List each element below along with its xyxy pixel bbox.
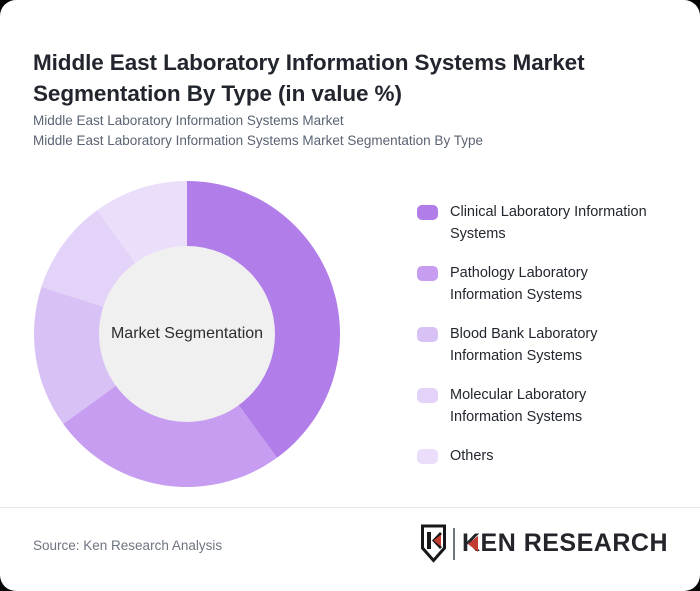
footer-divider <box>0 507 700 508</box>
donut-chart-container <box>34 181 340 487</box>
source-text: Source: Ken Research Analysis <box>33 538 223 553</box>
chart-subtitles: Middle East Laboratory Information Syste… <box>33 111 673 150</box>
legend-item: Others <box>417 445 673 467</box>
legend-item-label: Pathology Laboratory Information Systems <box>450 265 588 303</box>
legend-item: Pathology Laboratory Information Systems <box>417 262 673 306</box>
legend-item-label: Others <box>450 448 494 464</box>
donut-chart <box>34 181 340 487</box>
legend-swatch-icon <box>417 449 438 464</box>
ken-shield-icon <box>420 524 446 563</box>
legend-swatch-icon <box>417 388 438 403</box>
legend-swatch-icon <box>417 327 438 342</box>
legend-item: Clinical Laboratory Information Systems <box>417 201 673 245</box>
legend-item: Molecular Laboratory Information Systems <box>417 384 673 428</box>
legend-item-label: Blood Bank Laboratory Information System… <box>450 326 598 364</box>
subtitle-line-2: Middle East Laboratory Information Syste… <box>33 132 483 148</box>
legend-item-label: Clinical Laboratory Information Systems <box>450 204 647 242</box>
donut-center-label: Market Segmentation <box>110 325 264 342</box>
ken-research-logo: KEN RESEARCH <box>420 524 668 563</box>
legend-item: Blood Bank Laboratory Information System… <box>417 323 673 367</box>
page-title: Middle East Laboratory Information Syste… <box>33 50 585 107</box>
legend-item-label: Molecular Laboratory Information Systems <box>450 387 587 425</box>
legend-swatch-icon <box>417 266 438 281</box>
legend-swatch-icon <box>417 205 438 220</box>
logo-separator <box>452 527 455 560</box>
chart-legend: Clinical Laboratory Information Systems … <box>417 201 673 484</box>
subtitle-line-1: Middle East Laboratory Information Syste… <box>33 113 344 128</box>
ken-research-wordmark: KEN RESEARCH <box>461 529 668 557</box>
logo-red-triangle-icon <box>467 535 478 552</box>
